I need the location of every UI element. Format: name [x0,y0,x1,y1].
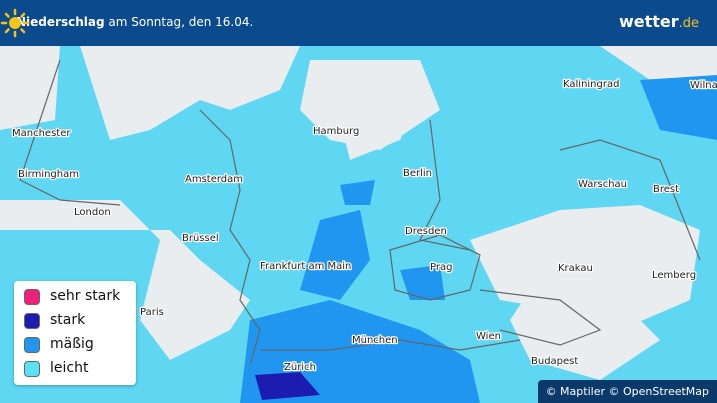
city-label: Wilna [690,80,717,91]
city-label: Birmingham [18,169,79,180]
city-label: Krakau [558,263,593,274]
borders [19,59,701,366]
legend-swatch [24,337,40,353]
legend-label: stark [50,312,86,328]
city-label: Warschau [578,179,627,190]
legend-label: mäßig [50,336,94,352]
city-label: Manchester [12,128,71,139]
legend-swatch [24,289,40,305]
city-label: Kaliningrad [563,79,619,90]
logo[interactable]: wetter.de [619,12,699,31]
city-label: London [74,207,111,218]
logo-main: wetter [618,12,679,31]
city-label: München [352,335,398,346]
legend-swatch [24,313,40,329]
legend-label: sehr stark [50,288,121,304]
city-label: Wien [476,331,501,342]
city-label: Budapest [531,356,578,367]
city-label: Amsterdam [185,174,243,185]
city-label: Zürich [284,362,316,373]
city-label: Brüssel [182,233,219,244]
title-bold: Niederschlag [16,15,105,29]
city-label: Berlin [403,168,432,179]
logo-suffix: .de [678,16,699,31]
header: Niederschlag am Sonntag, den 16.04. wett… [0,0,717,46]
rain-heavy [255,372,320,400]
legend-label: leicht [50,360,89,376]
city-label: Prag [430,262,452,273]
legend-swatch [24,361,40,377]
city-label: Hamburg [313,126,359,137]
logo-icon [0,8,30,38]
city-label: Frankfurt am Main [260,261,351,272]
city-label: Dresden [405,226,447,237]
header-title: Niederschlag am Sonntag, den 16.04. [16,15,253,29]
title-rest: am Sonntag, den 16.04. [108,15,254,29]
legend: sehr stark stark mäßig leicht [14,281,136,385]
land [0,46,717,380]
attribution: © Maptiler © OpenStreetMap [537,380,717,403]
city-label: Paris [140,307,164,318]
city-label: Lemberg [652,270,696,281]
city-label: Brest [653,184,679,195]
